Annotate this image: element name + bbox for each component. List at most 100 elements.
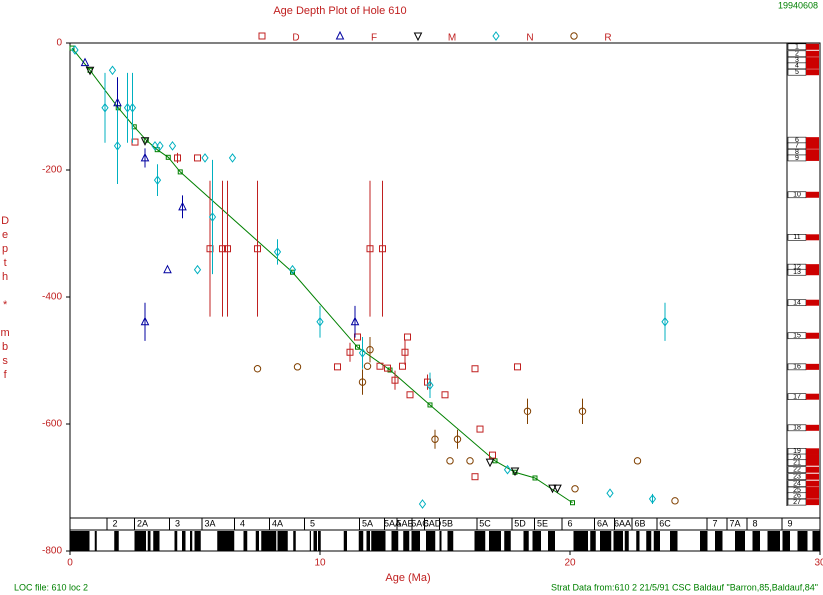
polarity-normal [371, 531, 386, 551]
polarity-normal [153, 531, 160, 551]
core-label: 9 [795, 155, 799, 162]
core-label: 5 [795, 69, 799, 76]
core-bar [806, 269, 819, 276]
footer-left: LOC file: 610 loc 2 [14, 582, 88, 592]
chron-label: 5 [310, 518, 315, 528]
core-bar [806, 473, 819, 480]
marker-circle [523, 407, 532, 415]
marker-invtriangle [553, 484, 562, 494]
marker-square [404, 333, 411, 341]
polarity-normal [255, 531, 259, 551]
core-bar [806, 57, 819, 64]
polarity-normal [277, 531, 288, 551]
marker-triangle [80, 57, 90, 67]
legend-label: R [604, 33, 611, 44]
chron-label: 4A [272, 518, 283, 528]
marker-diamond [113, 141, 122, 151]
marker-triangle [140, 152, 150, 162]
marker-square [476, 425, 484, 433]
chron-label: 7 [712, 518, 717, 528]
chron-label: 6 [567, 518, 572, 528]
core-bar [806, 69, 819, 76]
polarity-normal [573, 531, 588, 551]
chron-label: 3 [175, 518, 180, 528]
core-label: 21 [793, 460, 801, 467]
chron-label: 4 [240, 518, 245, 528]
polarity-normal [646, 531, 652, 551]
marker-square [471, 365, 479, 373]
marker-square [514, 363, 521, 371]
core-bar [806, 62, 819, 69]
chron-label: 5D [514, 518, 526, 528]
marker-square [224, 245, 231, 253]
core-bar [806, 448, 819, 455]
marker-square [346, 348, 354, 356]
marker-diamond [358, 348, 367, 358]
x-tick-label: 10 [314, 558, 326, 569]
chron-label: 5AD [424, 518, 442, 528]
chron-label: 6C [659, 518, 671, 528]
marker-circle [571, 485, 579, 493]
legend-marker [413, 32, 423, 42]
marker-diamond [228, 153, 237, 163]
core-bar [806, 499, 819, 506]
polarity-normal [313, 531, 317, 551]
marker-diamond [426, 380, 434, 391]
loc-vertex [355, 344, 360, 350]
y-tick-label: 0 [56, 38, 62, 49]
marker-square [406, 391, 414, 399]
polarity-normal [715, 531, 723, 551]
marker-diamond [108, 65, 117, 76]
core-bar [806, 454, 819, 461]
chron-label: 7A [729, 518, 740, 528]
marker-diamond [151, 141, 159, 151]
core-label: 10 [793, 192, 801, 199]
marker-invtriangle [485, 458, 495, 468]
marker-circle [293, 363, 302, 371]
marker-circle [358, 378, 367, 386]
core-bar [806, 487, 819, 494]
core-bar [806, 43, 819, 50]
legend-label: F [371, 33, 377, 44]
marker-diamond [128, 102, 137, 113]
polarity-normal [474, 531, 486, 551]
x-tick-label: 30 [814, 558, 823, 569]
core-label: 14 [793, 300, 801, 307]
marker-square [401, 348, 409, 356]
marker-square [379, 245, 386, 253]
polarity-normal [114, 531, 119, 551]
chron-label: 2A [137, 518, 148, 528]
core-label: 13 [793, 269, 801, 276]
marker-square [194, 154, 201, 162]
marker-circle [431, 435, 439, 443]
core-bar [806, 191, 819, 198]
loc-line [71, 47, 573, 504]
marker-circle [671, 497, 679, 505]
polarity-normal [358, 531, 364, 551]
marker-square [219, 245, 226, 253]
polarity-normal [366, 531, 370, 551]
polarity-normal [261, 531, 277, 551]
core-bar [806, 234, 819, 241]
legend-marker [570, 32, 578, 40]
polarity-normal [653, 531, 660, 551]
marker-square [254, 245, 261, 253]
y-tick-label: -800 [42, 546, 62, 557]
core-label: 25 [793, 487, 801, 494]
marker-square [471, 473, 479, 481]
core-label: 11 [793, 234, 800, 241]
marker-square [441, 391, 449, 399]
polarity-normal [700, 531, 708, 551]
marker-square [376, 362, 384, 370]
loc-vertex [165, 154, 171, 160]
marker-diamond [193, 264, 202, 275]
marker-square [174, 154, 181, 162]
polarity-normal [293, 531, 296, 551]
y-tick-label: -600 [42, 419, 62, 430]
polarity-normal [174, 531, 178, 551]
polarity-normal [217, 531, 235, 551]
polarity-normal [504, 531, 511, 551]
marker-square [489, 451, 496, 459]
polarity-normal [147, 531, 151, 551]
y-tick-label: -200 [42, 165, 62, 176]
